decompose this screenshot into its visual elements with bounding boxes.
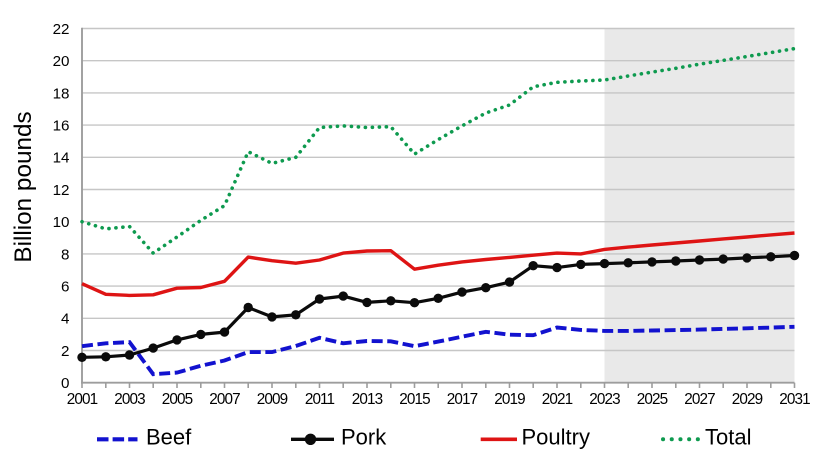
svg-text:0: 0	[61, 375, 69, 392]
svg-text:2023: 2023	[589, 391, 620, 408]
svg-text:18: 18	[53, 85, 70, 102]
svg-text:2025: 2025	[637, 391, 668, 408]
svg-text:Poultry: Poultry	[522, 425, 590, 450]
svg-text:2027: 2027	[684, 391, 715, 408]
svg-text:4: 4	[61, 311, 69, 328]
svg-text:10: 10	[53, 214, 70, 231]
svg-text:Total: Total	[705, 425, 751, 450]
svg-text:Beef: Beef	[146, 425, 192, 450]
svg-text:Pork: Pork	[341, 425, 387, 450]
svg-text:2029: 2029	[732, 391, 763, 408]
svg-text:2013: 2013	[352, 391, 383, 408]
svg-text:2003: 2003	[114, 391, 145, 408]
svg-text:2021: 2021	[542, 391, 573, 408]
svg-text:2001: 2001	[67, 391, 98, 408]
svg-text:2011: 2011	[305, 391, 335, 408]
svg-text:2031: 2031	[779, 391, 810, 408]
svg-text:20: 20	[53, 53, 70, 70]
svg-text:2007: 2007	[209, 391, 240, 408]
svg-text:Billion pounds: Billion pounds	[10, 111, 37, 262]
svg-text:8: 8	[61, 246, 69, 263]
svg-text:2009: 2009	[257, 391, 288, 408]
svg-text:14: 14	[53, 150, 70, 167]
svg-text:22: 22	[53, 21, 70, 38]
svg-text:2: 2	[61, 343, 69, 360]
svg-text:6: 6	[61, 279, 69, 296]
svg-text:2017: 2017	[447, 391, 478, 408]
svg-text:2019: 2019	[494, 391, 525, 408]
svg-text:2005: 2005	[162, 391, 193, 408]
svg-text:16: 16	[53, 118, 70, 135]
svg-text:12: 12	[53, 182, 70, 199]
svg-text:2015: 2015	[399, 391, 430, 408]
